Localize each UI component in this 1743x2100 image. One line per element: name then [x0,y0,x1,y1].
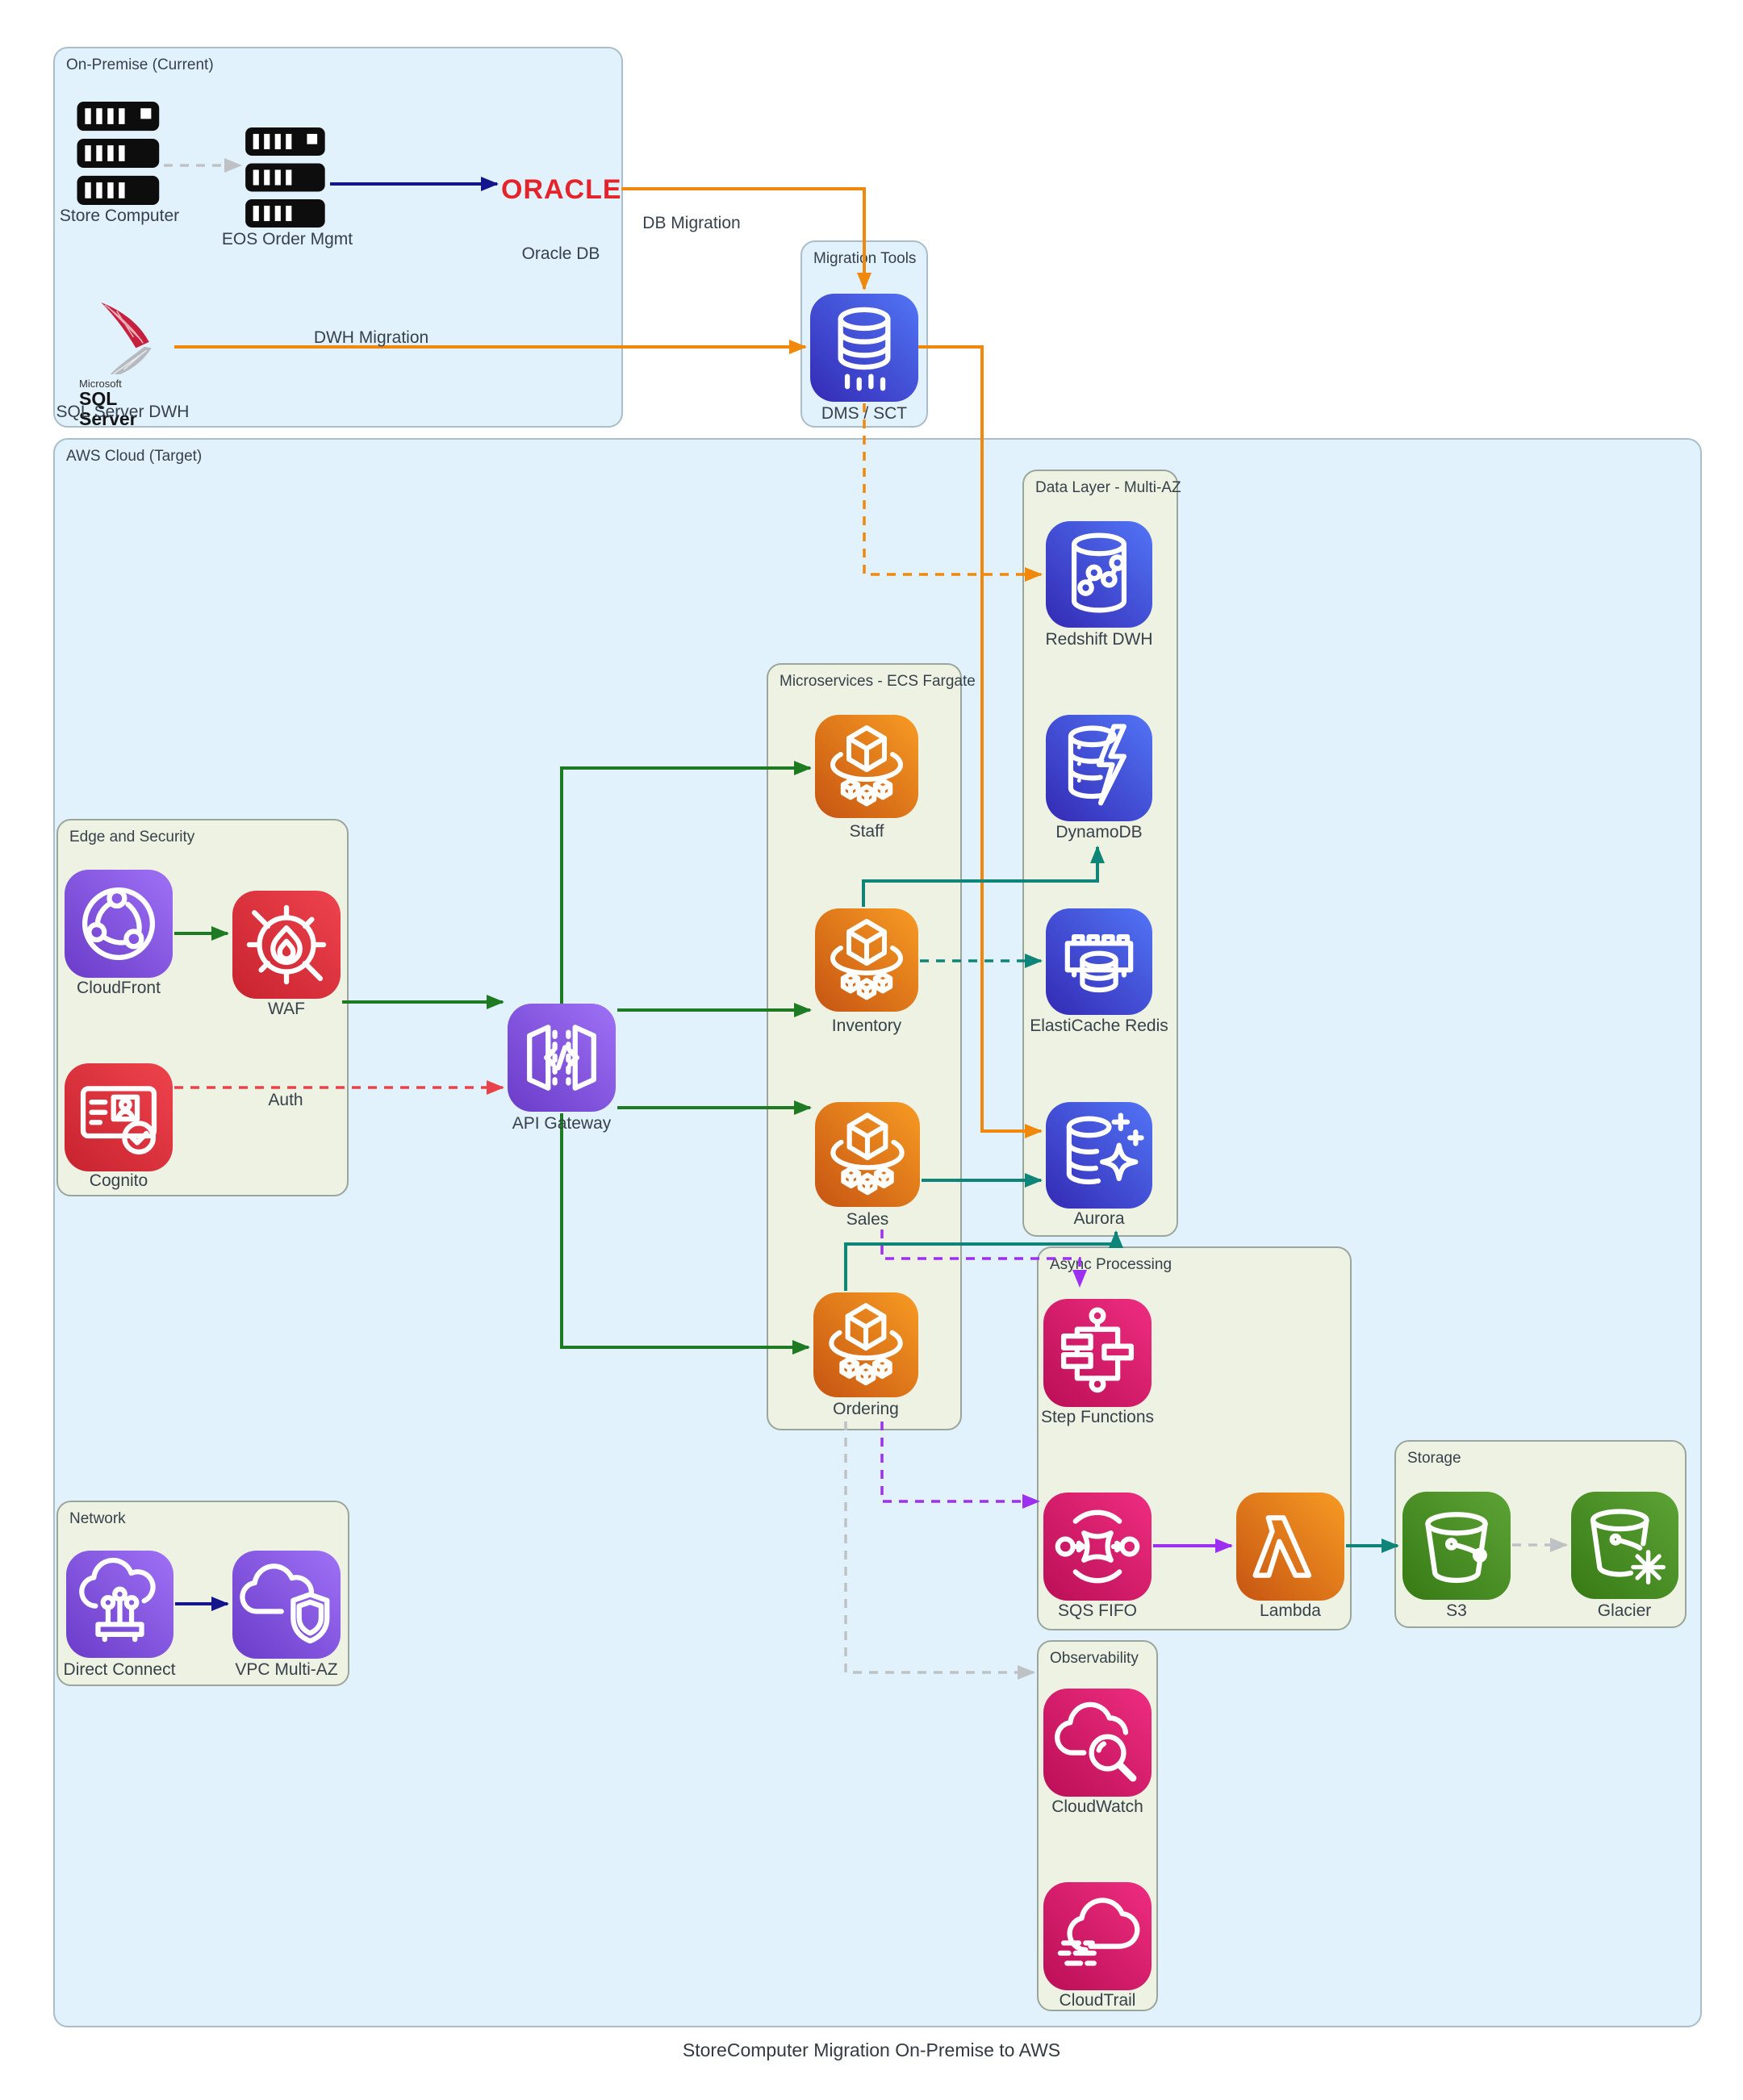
node-label-lambda: Lambda [1260,1601,1321,1620]
group-label-edge-security: Edge and Security [69,829,195,845]
node-sql-server-dwh: Microsoft SQL Server [79,300,176,429]
node-inventory-service [815,908,918,1012]
ecs-service-icon [830,725,903,807]
microsoft-text: Microsoft [79,378,122,390]
dynamodb-icon [1068,724,1127,806]
group-label-aws-cloud: AWS Cloud (Target) [66,448,203,465]
direct-connect-icon [79,1557,156,1643]
node-cloudtrail [1043,1882,1152,1990]
node-cloudfront [65,870,173,978]
node-label-inventory-service: Inventory [831,1017,902,1035]
node-sqs-fifo [1043,1493,1152,1601]
database-icon [838,307,891,391]
node-api-gateway [508,1004,616,1112]
node-eos-order-mgmt [245,127,328,228]
edge-label-cognito-to-apigateway: Auth [268,1091,303,1109]
group-label-network: Network [69,1510,126,1527]
node-s3 [1402,1492,1511,1600]
group-label-on-premise: On-Premise (Current) [66,56,214,73]
group-label-data-layer: Data Layer - Multi-AZ [1035,479,1181,496]
node-oracle-db: ORACLE [501,174,622,205]
node-label-ordering-service: Ordering [833,1400,899,1418]
ecs-service-icon [830,1113,905,1196]
node-aurora [1046,1102,1152,1209]
ecs-service-icon [829,1303,903,1386]
node-staff-service [815,715,918,818]
group-label-microservices: Microservices - ECS Fargate [780,673,976,690]
redshift-icon [1071,532,1127,613]
node-label-store-computer: Store Computer [59,207,180,225]
node-waf [232,891,341,999]
node-store-computer [77,102,162,205]
node-label-oracle-db: Oracle DB [521,244,600,263]
waf-flame-icon [246,904,327,985]
step-functions-icon [1060,1307,1135,1393]
glacier-bucket-icon [1590,1509,1666,1584]
cognito-id-icon [80,1086,157,1155]
node-label-cloudtrail: CloudTrail [1059,1991,1136,2010]
edge-label-oracle-to-dms: DB Migration [642,214,741,232]
group-label-async-processing: Async Processing [1050,1256,1172,1273]
node-ordering-service [813,1292,918,1397]
ecs-service-icon [830,919,903,1000]
node-label-sales-service: Sales [846,1210,889,1229]
node-lambda [1236,1493,1344,1601]
node-elasticache-redis [1046,908,1152,1015]
node-direct-connect [66,1551,173,1658]
node-cloudwatch [1043,1689,1152,1797]
group-label-migration-tools: Migration Tools [813,250,917,267]
node-label-redshift-dwh: Redshift DWH [1045,630,1153,649]
node-label-api-gateway: API Gateway [512,1114,612,1133]
node-label-sqs-fifo: SQS FIFO [1057,1601,1138,1620]
node-vpc-multi-az [232,1551,341,1659]
sql-server-text: SQL Server [79,388,137,430]
node-label-dynamodb: DynamoDB [1055,823,1143,841]
s3-bucket-icon [1425,1512,1488,1584]
node-label-cloudfront: CloudFront [77,979,161,997]
sqs-queue-icon [1055,1509,1140,1584]
cloudfront-globe-icon [82,887,156,961]
node-cognito [65,1063,173,1171]
node-label-glacier: Glacier [1597,1601,1652,1620]
node-dynamodb [1046,715,1152,821]
lambda-icon [1252,1515,1312,1578]
node-label-cognito: Cognito [89,1171,148,1190]
node-label-staff-service: Staff [849,822,884,841]
aurora-icon [1066,1113,1144,1185]
group-label-storage: Storage [1407,1450,1461,1467]
node-label-eos-order-mgmt: EOS Order Mgmt [221,230,353,248]
node-redshift-dwh [1046,521,1152,628]
api-gateway-icon [527,1025,596,1091]
node-label-step-functions: Step Functions [1040,1408,1155,1426]
diagram-title: StoreComputer Migration On-Premise to AW… [682,2039,1061,2060]
node-label-waf: WAF [268,1000,305,1018]
node-label-direct-connect: Direct Connect [63,1660,176,1679]
node-sales-service [815,1102,920,1207]
node-label-aurora: Aurora [1073,1209,1125,1228]
node-label-cloudwatch: CloudWatch [1051,1797,1143,1816]
node-label-vpc-multi-az: VPC Multi-AZ [235,1660,338,1679]
vpc-shield-icon [240,1564,330,1644]
node-step-functions [1043,1299,1152,1407]
elasticache-icon [1064,933,1134,993]
cloudwatch-icon [1055,1701,1137,1782]
node-label-sql-server-dwh: SQL Server DWH [56,403,190,421]
group-label-observability: Observability [1050,1650,1139,1667]
node-label-dms-sct: DMS / SCT [821,404,908,423]
node-label-elasticache-redis: ElastiCache Redis [1030,1017,1168,1035]
node-label-s3: S3 [1446,1601,1467,1620]
node-dms-sct [810,294,918,402]
node-glacier [1571,1492,1678,1599]
cloudtrail-icon [1057,1898,1140,1966]
edge-label-sqlserver-to-dms: DWH Migration [313,328,429,347]
